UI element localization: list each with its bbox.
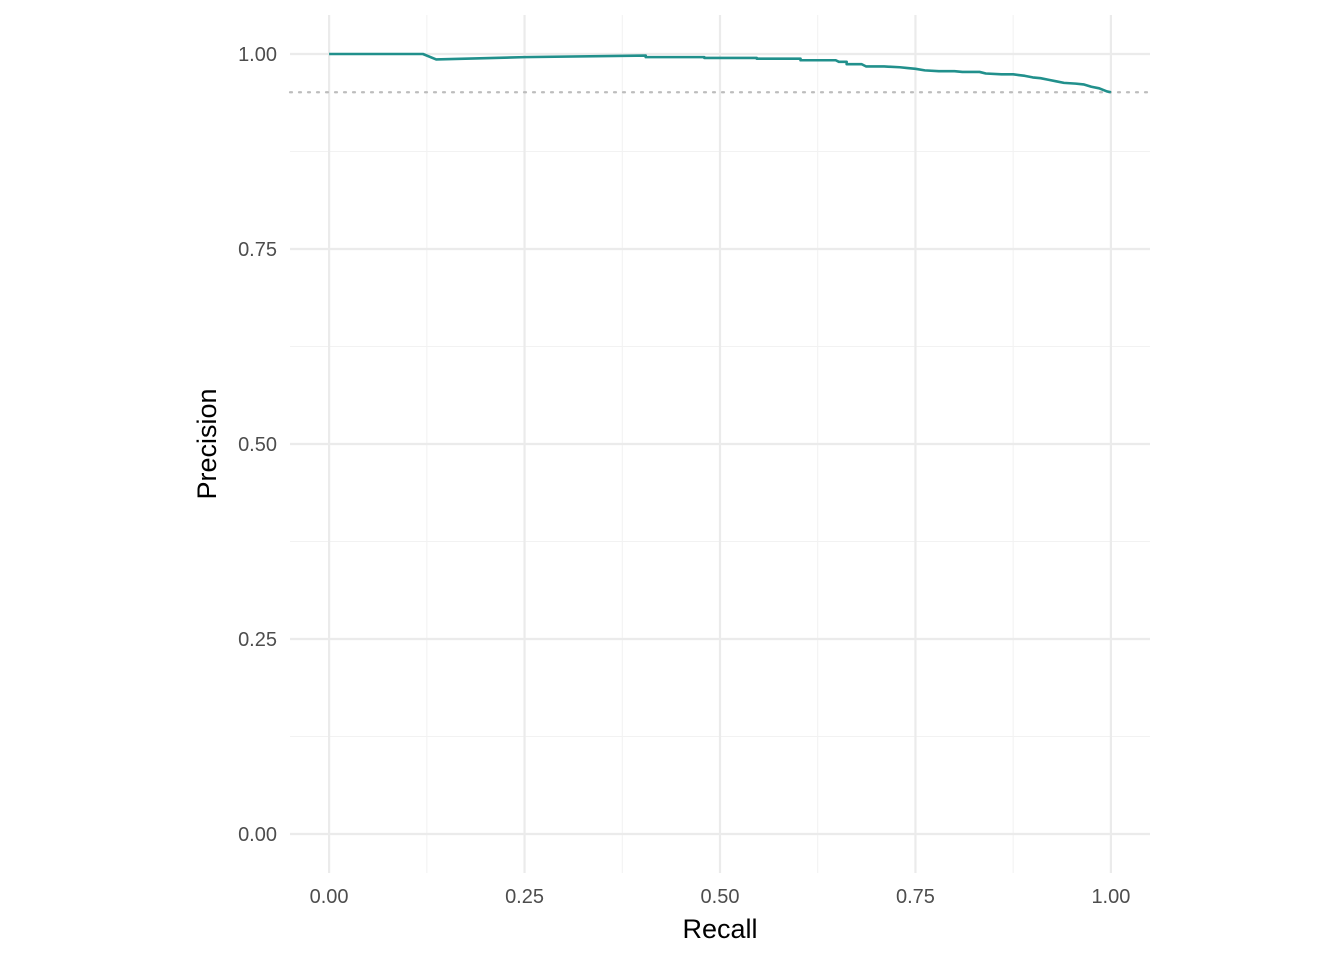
major-gridlines	[290, 15, 1150, 873]
y-tick-label: 0.50	[238, 434, 277, 456]
y-tick-label: 1.00	[238, 44, 277, 66]
y-tick-label: 0.75	[238, 239, 277, 261]
y-axis-title: Precision	[192, 388, 222, 499]
y-tick-labels: 0.00 0.25 0.50 0.75 1.00	[238, 44, 277, 846]
plot-marks	[288, 52, 1152, 94]
y-tick-label: 0.25	[238, 629, 277, 651]
x-tick-label: 0.00	[310, 886, 349, 908]
x-tick-label: 0.75	[896, 886, 935, 908]
x-tick-labels: 0.00 0.25 0.50 0.75 1.00	[310, 886, 1131, 908]
x-axis-title: Recall	[682, 914, 757, 944]
x-tick-label: 0.50	[701, 886, 740, 908]
y-tick-label: 0.00	[238, 824, 277, 846]
x-tick-label: 1.00	[1091, 886, 1130, 908]
x-tick-label: 0.25	[505, 886, 544, 908]
precision-recall-curve	[329, 52, 1112, 94]
